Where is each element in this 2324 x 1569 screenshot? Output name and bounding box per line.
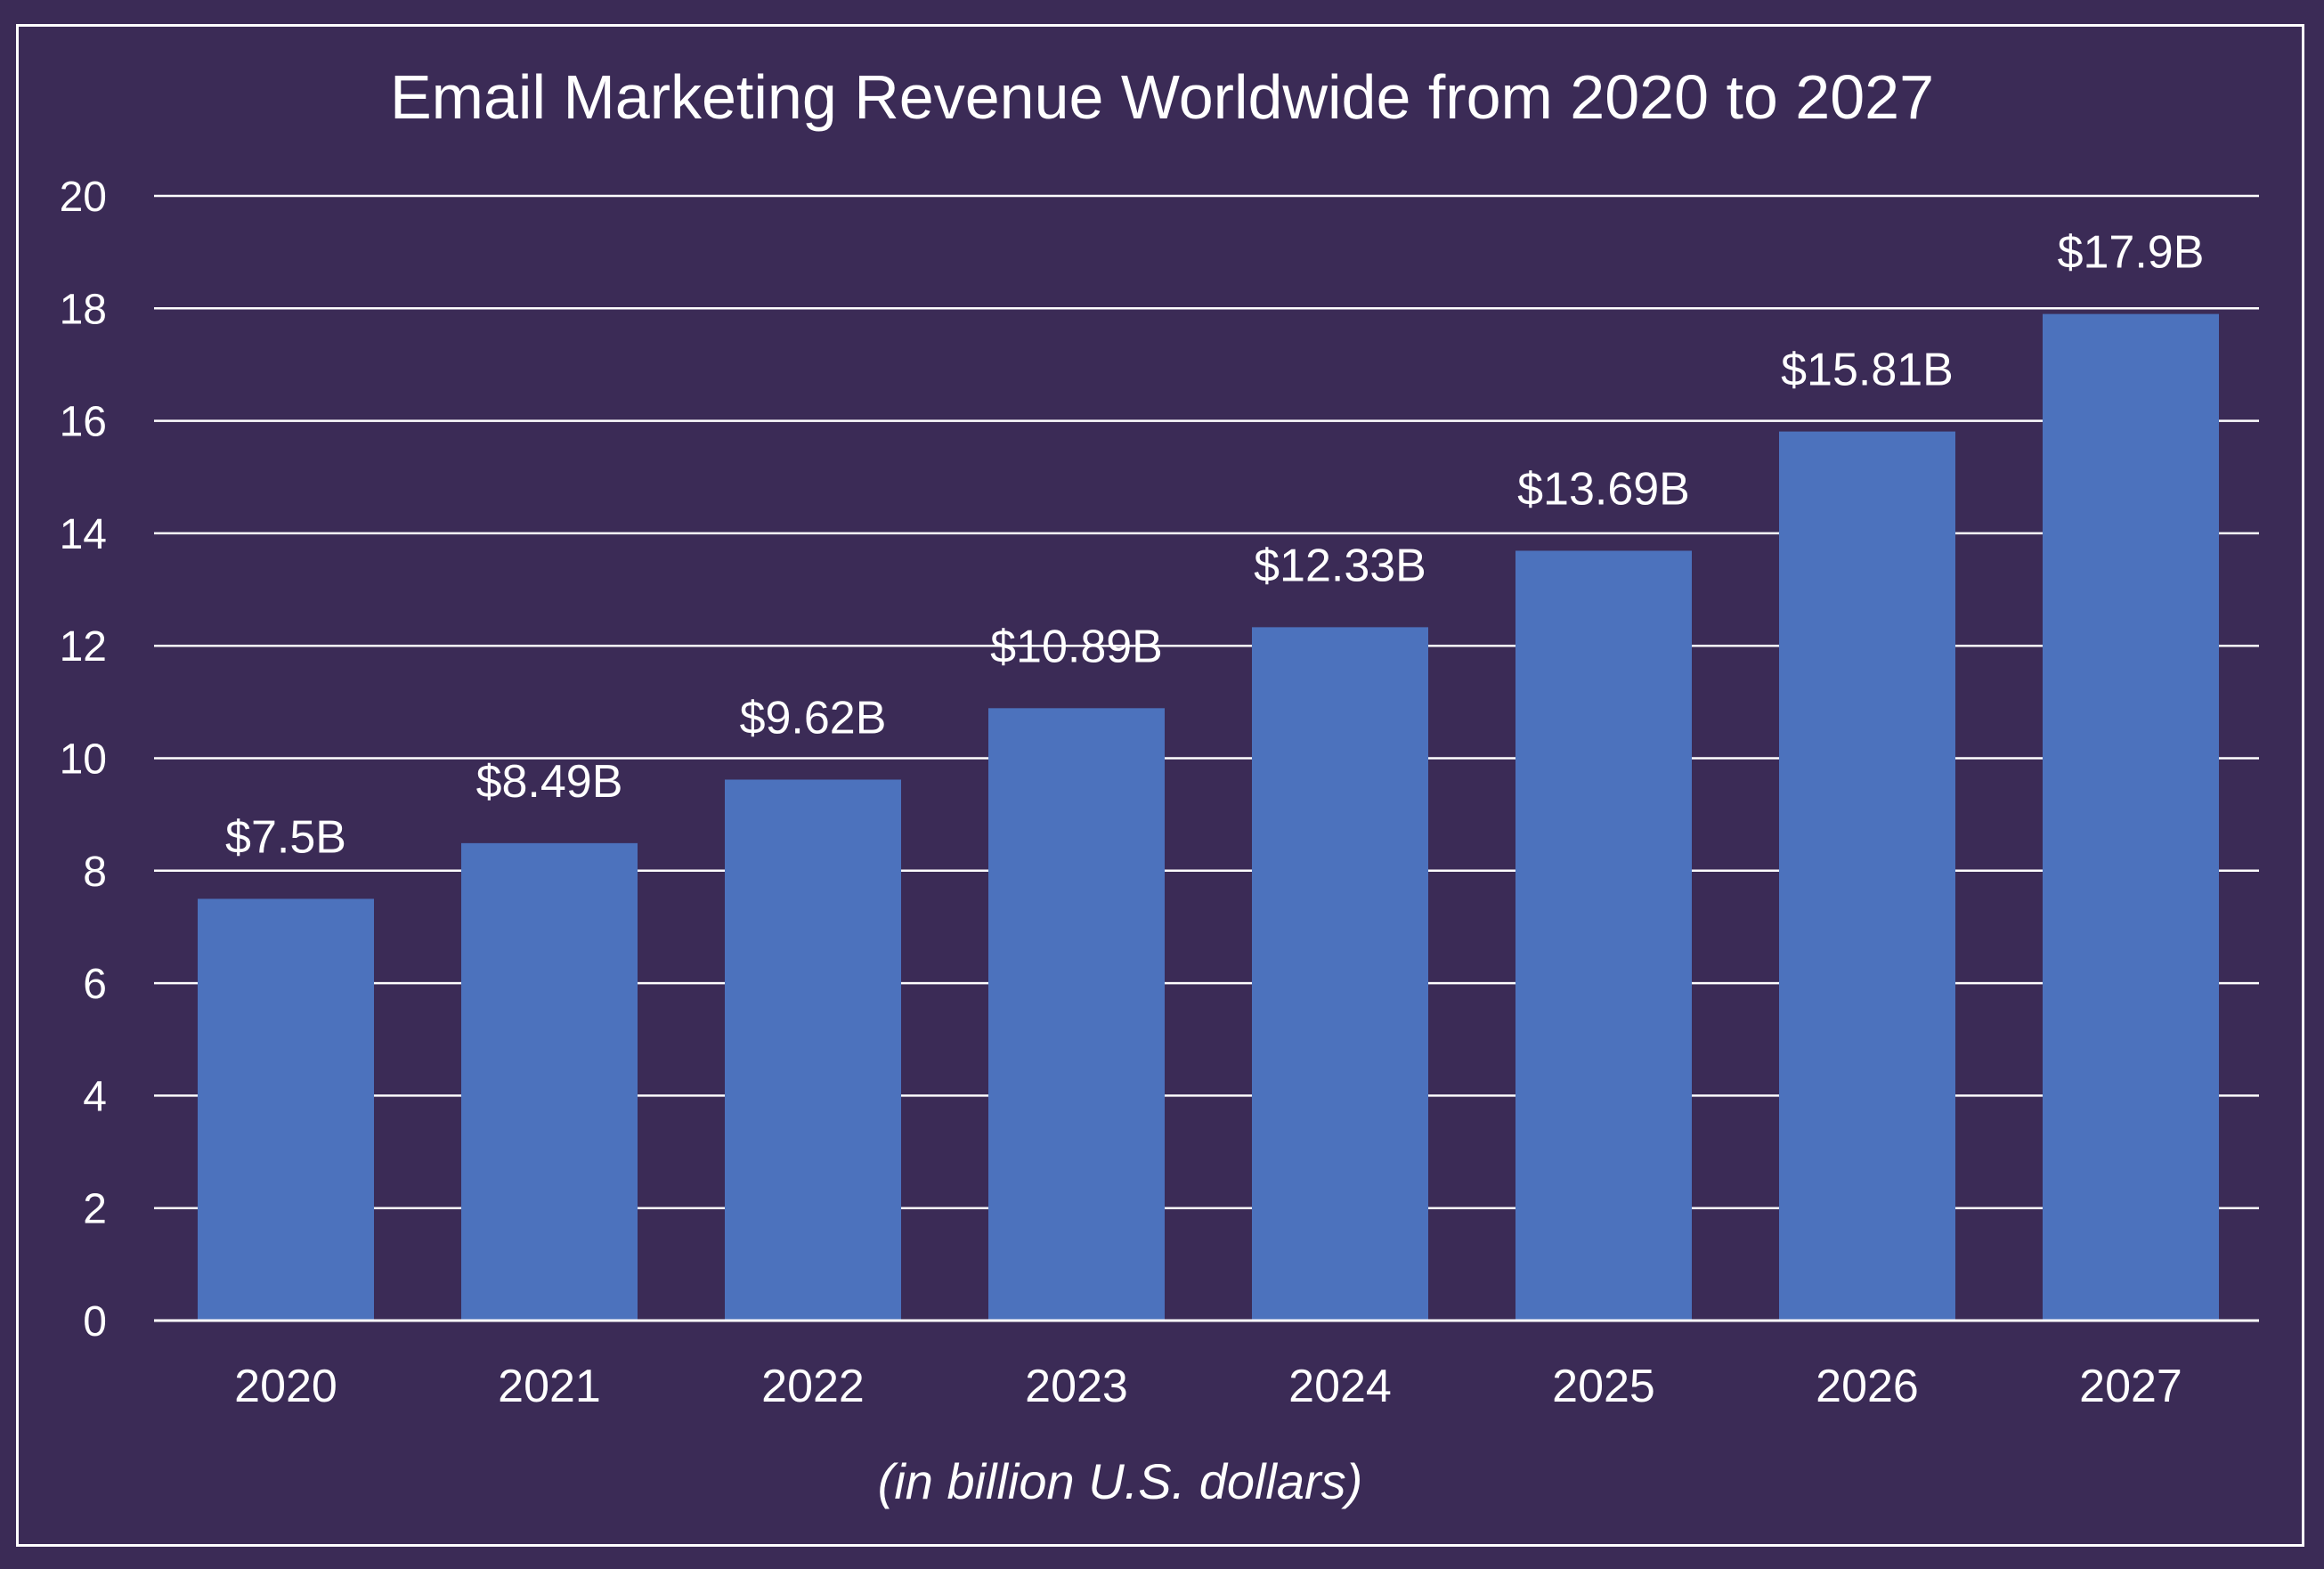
x-tick-label: 2026 bbox=[1816, 1361, 1919, 1412]
y-tick-label: 16 bbox=[60, 399, 107, 446]
x-tick-label: 2025 bbox=[1552, 1361, 1655, 1412]
y-tick-label: 14 bbox=[60, 511, 107, 558]
y-tick-label: 0 bbox=[83, 1298, 107, 1345]
chart-title: Email Marketing Revenue Worldwide from 2… bbox=[390, 62, 1934, 132]
data-label-2026: $15.81B bbox=[1781, 345, 1954, 396]
x-tick-label: 2023 bbox=[1025, 1361, 1128, 1412]
bar-2025 bbox=[1515, 550, 1692, 1321]
x-tick-label: 2022 bbox=[761, 1361, 865, 1412]
data-label-2022: $9.62B bbox=[740, 692, 887, 744]
x-tick-label: 2020 bbox=[234, 1361, 337, 1412]
x-tick-label: 2027 bbox=[2079, 1361, 2182, 1412]
bar-2027 bbox=[2043, 313, 2219, 1321]
x-axis: 2020 2021 2022 2023 2024 2025 2026 2027 bbox=[234, 1361, 2182, 1412]
data-label-2024: $12.33B bbox=[1254, 540, 1426, 591]
units-caption: (in billion U.S. dollars) bbox=[878, 1453, 1363, 1509]
data-labels: $7.5B $8.49B $9.62B $10.89B $12.33B $13.69B $1… bbox=[225, 227, 2204, 864]
bar-2023 bbox=[988, 708, 1165, 1321]
bar-2021 bbox=[461, 842, 638, 1321]
data-label-2021: $8.49B bbox=[476, 756, 623, 808]
y-tick-label: 20 bbox=[60, 174, 107, 221]
y-tick-label: 4 bbox=[83, 1073, 107, 1120]
data-label-2027: $17.9B bbox=[2058, 227, 2205, 279]
data-label-2023: $10.89B bbox=[990, 621, 1163, 672]
bar-2020 bbox=[198, 898, 374, 1321]
y-tick-label: 8 bbox=[83, 849, 107, 896]
bar-2022 bbox=[725, 779, 901, 1321]
y-tick-label: 12 bbox=[60, 623, 107, 671]
data-label-2025: $13.69B bbox=[1517, 463, 1690, 515]
bar-2026 bbox=[1779, 431, 1955, 1321]
x-tick-label: 2021 bbox=[498, 1361, 601, 1412]
chart-frame bbox=[16, 24, 2304, 1547]
data-label-2020: $7.5B bbox=[225, 811, 346, 863]
bar-2024 bbox=[1252, 627, 1428, 1321]
x-tick-label: 2024 bbox=[1288, 1361, 1392, 1412]
bars bbox=[198, 313, 2219, 1321]
y-axis: 0 2 4 6 8 10 12 14 16 18 20 bbox=[60, 174, 107, 1345]
y-tick-label: 6 bbox=[83, 961, 107, 1008]
y-tick-label: 18 bbox=[60, 286, 107, 333]
y-tick-label: 10 bbox=[60, 736, 107, 784]
y-tick-label: 2 bbox=[83, 1186, 107, 1233]
